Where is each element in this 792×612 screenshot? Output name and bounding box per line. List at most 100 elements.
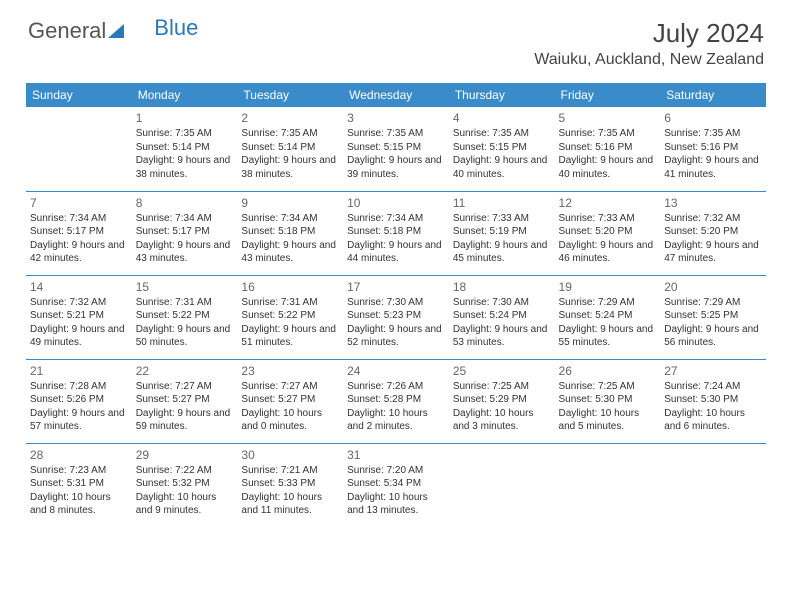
sunrise-text: Sunrise: 7:33 AM [559, 212, 657, 226]
sunset-text: Sunset: 5:19 PM [453, 225, 551, 239]
day-number: 30 [241, 447, 339, 463]
calendar-day-cell: 3Sunrise: 7:35 AMSunset: 5:15 PMDaylight… [343, 107, 449, 191]
sunset-text: Sunset: 5:26 PM [30, 393, 128, 407]
day-header: Sunday [26, 83, 132, 107]
day-header: Thursday [449, 83, 555, 107]
day-number: 1 [136, 110, 234, 126]
calendar-day-cell: 20Sunrise: 7:29 AMSunset: 5:25 PMDayligh… [660, 275, 766, 359]
sunset-text: Sunset: 5:33 PM [241, 477, 339, 491]
day-header: Friday [555, 83, 661, 107]
sunrise-text: Sunrise: 7:25 AM [559, 380, 657, 394]
sunrise-text: Sunrise: 7:33 AM [453, 212, 551, 226]
calendar-day-cell: 28Sunrise: 7:23 AMSunset: 5:31 PMDayligh… [26, 443, 132, 527]
daylight-text: Daylight: 9 hours and 52 minutes. [347, 323, 445, 350]
daylight-text: Daylight: 9 hours and 47 minutes. [664, 239, 762, 266]
brand-text-2: Blue [154, 15, 198, 41]
sunset-text: Sunset: 5:20 PM [559, 225, 657, 239]
calendar-day-cell: 10Sunrise: 7:34 AMSunset: 5:18 PMDayligh… [343, 191, 449, 275]
daylight-text: Daylight: 9 hours and 42 minutes. [30, 239, 128, 266]
month-title: July 2024 [534, 18, 764, 49]
calendar-day-cell: 5Sunrise: 7:35 AMSunset: 5:16 PMDaylight… [555, 107, 661, 191]
day-number: 7 [30, 195, 128, 211]
sunrise-text: Sunrise: 7:32 AM [664, 212, 762, 226]
sunrise-text: Sunrise: 7:27 AM [241, 380, 339, 394]
calendar-day-cell: 8Sunrise: 7:34 AMSunset: 5:17 PMDaylight… [132, 191, 238, 275]
calendar-day-cell: 22Sunrise: 7:27 AMSunset: 5:27 PMDayligh… [132, 359, 238, 443]
calendar-day-cell [660, 443, 766, 527]
sunrise-text: Sunrise: 7:27 AM [136, 380, 234, 394]
sunset-text: Sunset: 5:17 PM [136, 225, 234, 239]
sunset-text: Sunset: 5:27 PM [241, 393, 339, 407]
calendar-day-cell: 29Sunrise: 7:22 AMSunset: 5:32 PMDayligh… [132, 443, 238, 527]
calendar-day-cell: 27Sunrise: 7:24 AMSunset: 5:30 PMDayligh… [660, 359, 766, 443]
sunset-text: Sunset: 5:28 PM [347, 393, 445, 407]
sunrise-text: Sunrise: 7:34 AM [136, 212, 234, 226]
sunset-text: Sunset: 5:18 PM [241, 225, 339, 239]
daylight-text: Daylight: 9 hours and 43 minutes. [136, 239, 234, 266]
day-number: 12 [559, 195, 657, 211]
daylight-text: Daylight: 9 hours and 55 minutes. [559, 323, 657, 350]
calendar-day-cell [555, 443, 661, 527]
sunset-text: Sunset: 5:30 PM [664, 393, 762, 407]
calendar-day-cell: 12Sunrise: 7:33 AMSunset: 5:20 PMDayligh… [555, 191, 661, 275]
sunrise-text: Sunrise: 7:24 AM [664, 380, 762, 394]
day-number: 25 [453, 363, 551, 379]
sunrise-text: Sunrise: 7:21 AM [241, 464, 339, 478]
daylight-text: Daylight: 10 hours and 3 minutes. [453, 407, 551, 434]
sunset-text: Sunset: 5:15 PM [453, 141, 551, 155]
sunset-text: Sunset: 5:16 PM [559, 141, 657, 155]
day-header: Monday [132, 83, 238, 107]
day-number: 13 [664, 195, 762, 211]
day-number: 21 [30, 363, 128, 379]
day-number: 24 [347, 363, 445, 379]
sunset-text: Sunset: 5:31 PM [30, 477, 128, 491]
brand-logo: General Blue [28, 18, 198, 44]
day-number: 31 [347, 447, 445, 463]
daylight-text: Daylight: 9 hours and 46 minutes. [559, 239, 657, 266]
day-number: 17 [347, 279, 445, 295]
sunset-text: Sunset: 5:22 PM [241, 309, 339, 323]
sunrise-text: Sunrise: 7:34 AM [241, 212, 339, 226]
sunrise-text: Sunrise: 7:20 AM [347, 464, 445, 478]
calendar-day-cell: 24Sunrise: 7:26 AMSunset: 5:28 PMDayligh… [343, 359, 449, 443]
sunrise-text: Sunrise: 7:32 AM [30, 296, 128, 310]
calendar-week-row: 1Sunrise: 7:35 AMSunset: 5:14 PMDaylight… [26, 107, 766, 191]
sunset-text: Sunset: 5:18 PM [347, 225, 445, 239]
calendar-day-cell: 7Sunrise: 7:34 AMSunset: 5:17 PMDaylight… [26, 191, 132, 275]
sunset-text: Sunset: 5:27 PM [136, 393, 234, 407]
day-number: 11 [453, 195, 551, 211]
sunrise-text: Sunrise: 7:28 AM [30, 380, 128, 394]
calendar-day-cell: 6Sunrise: 7:35 AMSunset: 5:16 PMDaylight… [660, 107, 766, 191]
day-number: 5 [559, 110, 657, 126]
daylight-text: Daylight: 10 hours and 6 minutes. [664, 407, 762, 434]
sunrise-text: Sunrise: 7:30 AM [453, 296, 551, 310]
calendar-day-cell: 25Sunrise: 7:25 AMSunset: 5:29 PMDayligh… [449, 359, 555, 443]
day-number: 22 [136, 363, 234, 379]
day-number: 18 [453, 279, 551, 295]
sunset-text: Sunset: 5:14 PM [136, 141, 234, 155]
sunset-text: Sunset: 5:24 PM [453, 309, 551, 323]
day-number: 9 [241, 195, 339, 211]
day-number: 29 [136, 447, 234, 463]
day-number: 15 [136, 279, 234, 295]
day-number: 19 [559, 279, 657, 295]
calendar-body: 1Sunrise: 7:35 AMSunset: 5:14 PMDaylight… [26, 107, 766, 527]
sunset-text: Sunset: 5:22 PM [136, 309, 234, 323]
sunset-text: Sunset: 5:29 PM [453, 393, 551, 407]
calendar-day-cell: 21Sunrise: 7:28 AMSunset: 5:26 PMDayligh… [26, 359, 132, 443]
daylight-text: Daylight: 10 hours and 13 minutes. [347, 491, 445, 518]
location-text: Waiuku, Auckland, New Zealand [534, 51, 764, 69]
daylight-text: Daylight: 9 hours and 51 minutes. [241, 323, 339, 350]
sunset-text: Sunset: 5:17 PM [30, 225, 128, 239]
sunset-text: Sunset: 5:32 PM [136, 477, 234, 491]
sunrise-text: Sunrise: 7:35 AM [664, 127, 762, 141]
day-header: Tuesday [237, 83, 343, 107]
sunrise-text: Sunrise: 7:30 AM [347, 296, 445, 310]
day-number: 2 [241, 110, 339, 126]
daylight-text: Daylight: 10 hours and 11 minutes. [241, 491, 339, 518]
daylight-text: Daylight: 9 hours and 49 minutes. [30, 323, 128, 350]
sunrise-text: Sunrise: 7:35 AM [136, 127, 234, 141]
calendar-day-cell: 4Sunrise: 7:35 AMSunset: 5:15 PMDaylight… [449, 107, 555, 191]
day-number: 6 [664, 110, 762, 126]
sunset-text: Sunset: 5:15 PM [347, 141, 445, 155]
